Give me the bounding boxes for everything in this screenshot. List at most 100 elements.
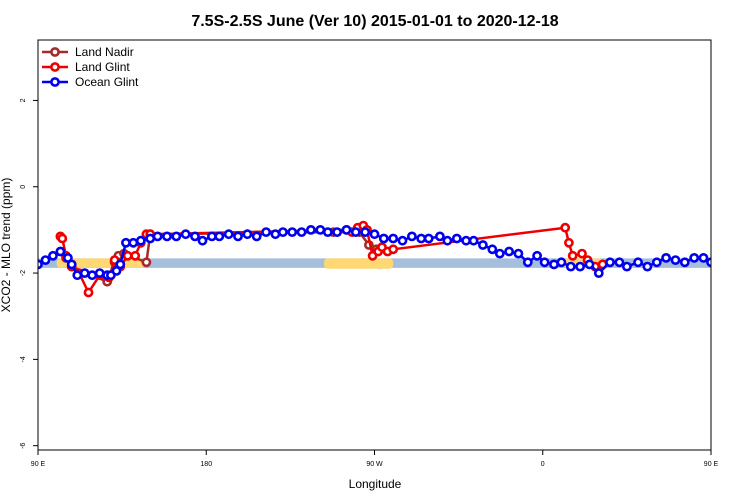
x-tick-label: 90 E (704, 461, 719, 468)
point-ocean-glint (575, 261, 585, 272)
point-ocean-glint (162, 231, 172, 242)
point-ocean-glint (423, 233, 434, 244)
y-tick-label: 0 (20, 185, 27, 189)
point-ocean-glint (477, 240, 488, 250)
point-ocean-glint (341, 224, 352, 235)
point-ocean-glint (605, 257, 615, 268)
y-tick-label: 2 (20, 98, 27, 102)
point-land-glint (83, 287, 94, 298)
point-ocean-glint (651, 257, 662, 268)
axes: 90 E 180 90 W 0 90 E 2 0 -2 -4 -6 (20, 98, 719, 468)
point-ocean-glint (633, 257, 643, 268)
point-ocean-glint (350, 227, 361, 237)
legend-marker (50, 62, 60, 72)
point-ocean-glint (87, 270, 98, 281)
point-ocean-glint (532, 250, 542, 261)
point-ocean-glint (360, 227, 371, 237)
legend-marker (50, 47, 60, 57)
point-ocean-glint (152, 231, 163, 242)
legend-item-ocean-glint: Ocean Glint (42, 75, 139, 89)
y-tick-label: -6 (20, 442, 27, 448)
point-ocean-glint (66, 259, 77, 270)
legend-item-land-glint: Land Glint (42, 60, 130, 74)
point-ocean-glint (565, 261, 576, 272)
point-ocean-glint (55, 246, 66, 257)
point-ocean-glint (539, 257, 550, 268)
x-tick-label: 90 W (366, 461, 383, 468)
point-ocean-glint (461, 235, 471, 246)
point-ocean-glint (622, 261, 632, 272)
point-land-glint (567, 250, 578, 261)
x-tick-label: 180 (200, 461, 212, 468)
y-axis-label: XCO2 - MLO trend (ppm) (0, 178, 13, 313)
point-land-glint (122, 250, 133, 261)
point-ocean-glint (487, 244, 498, 255)
point-ocean-glint (287, 227, 298, 237)
point-ocean-glint (442, 235, 453, 246)
point-ocean-glint (251, 231, 262, 242)
point-ocean-glint (48, 250, 58, 261)
point-ocean-glint (494, 248, 505, 259)
point-ocean-glint (270, 229, 281, 240)
legend-label: Land Glint (75, 60, 130, 74)
point-ocean-glint (223, 229, 234, 240)
x-tick-label: 90 E (31, 461, 46, 468)
point-ocean-glint (670, 255, 681, 265)
point-ocean-glint (468, 235, 479, 246)
point-ocean-glint (556, 257, 567, 268)
point-ocean-glint (277, 227, 288, 237)
y-tick-label: -4 (20, 356, 27, 362)
point-ocean-glint (180, 229, 191, 240)
chart-title: 7.5S-2.5S June (Ver 10) 2015-01-01 to 20… (191, 13, 558, 30)
plot-content (38, 220, 711, 298)
point-ocean-glint (397, 235, 408, 246)
point-ocean-glint (698, 252, 709, 263)
point-land-glint (130, 250, 141, 261)
point-ocean-glint (315, 224, 326, 235)
point-ocean-glint (679, 257, 690, 268)
legend-label: Ocean Glint (75, 75, 139, 89)
point-ocean-glint (689, 252, 700, 263)
point-ocean-glint (642, 261, 653, 272)
point-ocean-glint (332, 227, 342, 237)
point-ocean-glint (94, 268, 105, 278)
point-ocean-glint (197, 235, 208, 246)
point-ocean-glint (233, 231, 243, 242)
x-tick-label: 0 (541, 461, 545, 468)
point-ocean-glint (322, 227, 333, 237)
legend-marker (50, 77, 60, 87)
point-land-glint (560, 222, 571, 233)
point-ocean-glint (661, 252, 671, 263)
point-land-glint (577, 248, 587, 259)
point-ocean-glint (128, 237, 139, 248)
point-ocean-glint (305, 224, 316, 235)
band-land-glint (324, 258, 394, 269)
point-ocean-glint (584, 259, 595, 270)
y-tick-label: -2 (20, 270, 27, 276)
point-ocean-glint (451, 233, 462, 244)
point-ocean-glint (242, 229, 253, 240)
x-axis-label: Longitude (349, 477, 402, 491)
point-ocean-glint (416, 233, 427, 244)
point-ocean-glint (261, 227, 271, 237)
point-ocean-glint (522, 257, 533, 268)
point-ocean-glint (135, 235, 146, 246)
point-ocean-glint (504, 246, 514, 257)
point-ocean-glint (434, 231, 445, 242)
series-ocean-glint (38, 224, 711, 281)
legend-item-land-nadir: Land Nadir (42, 45, 134, 59)
point-ocean-glint (171, 231, 182, 242)
point-ocean-glint (593, 268, 604, 278)
legend-label: Land Nadir (75, 45, 134, 59)
point-ocean-glint (369, 229, 380, 240)
point-ocean-glint (513, 248, 524, 259)
point-ocean-glint (214, 231, 225, 242)
point-land-nadir (141, 257, 152, 268)
plot-area (38, 220, 711, 298)
point-ocean-glint (79, 268, 90, 278)
point-ocean-glint (388, 233, 399, 244)
point-ocean-glint (40, 255, 51, 265)
point-ocean-glint (115, 259, 126, 270)
point-ocean-glint (614, 257, 625, 268)
point-land-glint (564, 237, 574, 248)
